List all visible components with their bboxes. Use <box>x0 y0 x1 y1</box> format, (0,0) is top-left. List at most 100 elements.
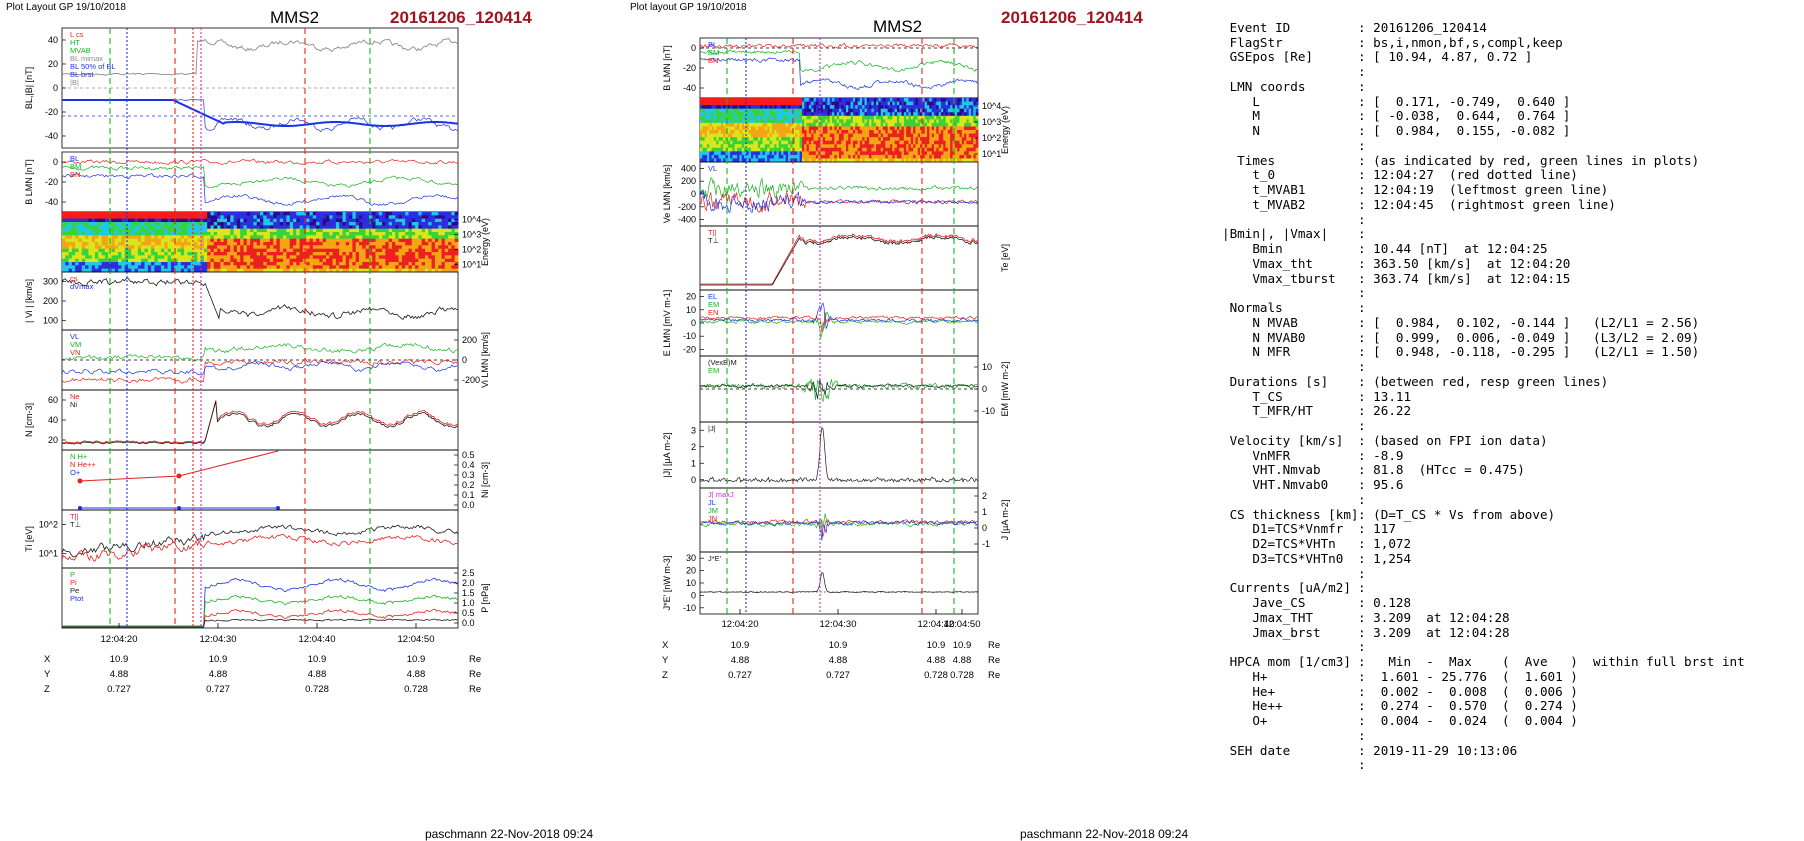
spectrogram-cell <box>783 119 787 124</box>
spectrogram-cell <box>841 115 845 120</box>
spectrogram-cell <box>855 144 859 149</box>
spectrogram-cell <box>887 98 891 103</box>
spectrogram-cell <box>62 238 66 243</box>
spectrogram-cell <box>210 228 215 233</box>
info-key: LMN coords <box>1222 78 1306 94</box>
spectrogram-cell <box>750 98 754 103</box>
spectrogram-cell <box>723 151 726 156</box>
spectrogram-cell <box>316 248 320 253</box>
spectrogram-cell <box>217 252 221 256</box>
series-bm <box>699 49 979 73</box>
spectrogram-cell <box>137 232 142 236</box>
spectrogram-cell <box>892 108 896 113</box>
y-tick-label: 2 <box>691 442 696 452</box>
spectrogram-cell <box>822 137 826 142</box>
spectrogram-cell <box>959 151 963 156</box>
spectrogram-cell <box>790 112 794 117</box>
spectrogram-cell <box>339 228 343 233</box>
info-row: T_MFR/HT: 26.22 <box>1222 403 1745 419</box>
spectrogram-cell <box>392 212 396 216</box>
spectrogram-cell <box>767 130 770 135</box>
spectrogram-cell <box>332 235 337 240</box>
spectrogram-cell <box>329 252 334 256</box>
spectrogram-cell <box>431 255 436 260</box>
spectrogram-cell <box>871 105 875 110</box>
spectrogram-cell <box>233 258 238 263</box>
spectrogram-cell <box>240 258 244 263</box>
spectrogram-cell <box>713 158 717 163</box>
info-row: Velocity [km/s]: (based on FPI ion data) <box>1222 433 1745 449</box>
spectrogram-cell <box>137 265 142 270</box>
spectrogram-cell <box>137 245 142 250</box>
spectrogram-cell <box>927 151 930 156</box>
spectrogram-cell <box>973 151 977 156</box>
spectrogram-cell <box>781 115 784 120</box>
spectrogram-cell <box>335 222 340 226</box>
spectrogram-cell <box>843 122 847 127</box>
spectrogram-cell <box>850 137 854 142</box>
spectrogram-cell <box>246 245 251 250</box>
spectrogram-cell <box>903 119 907 124</box>
spectrogram-cell <box>788 101 791 106</box>
info-row: Currents [uA/m2]: <box>1222 580 1745 596</box>
left-event-id: 20161206_120414 <box>390 8 532 27</box>
spectrogram-cell <box>788 147 791 152</box>
spectrogram-cell <box>755 151 759 156</box>
spectrogram-cell <box>732 112 736 117</box>
spectrogram-cell <box>233 215 238 220</box>
spectrogram-cell <box>737 98 740 103</box>
spectrogram-cell <box>210 245 215 250</box>
spectrogram-cell <box>392 222 396 226</box>
info-key: SEH date <box>1222 742 1291 758</box>
spectrogram-cell <box>415 252 419 256</box>
spectrogram-cell <box>388 225 393 230</box>
spectrogram-cell <box>388 255 393 260</box>
spectrogram-cell <box>757 122 761 127</box>
spectrogram-cell <box>813 151 817 156</box>
spectrogram-cell <box>104 248 109 253</box>
spectrogram-cell <box>448 222 452 226</box>
spectrogram-cell <box>936 119 940 124</box>
spectrogram-cell <box>144 265 149 270</box>
spectrogram-cell <box>220 218 225 223</box>
spectrogram-cell <box>408 268 413 273</box>
spectrogram-cell <box>806 133 810 138</box>
spectrogram-cell <box>451 245 456 250</box>
spectrogram-cell <box>279 238 284 243</box>
spectrogram-cell <box>203 242 208 246</box>
spectrogram-cell <box>415 225 419 230</box>
spectrogram-cell <box>950 147 954 152</box>
info-key: Vmax_tht <box>1222 255 1313 271</box>
spectrogram-cell <box>190 228 195 233</box>
spectrogram-cell <box>194 228 198 233</box>
spectrogram-cell <box>233 238 238 243</box>
spectrogram-cell <box>961 147 965 152</box>
legend-entry: VL <box>708 164 717 173</box>
series-tpar <box>700 233 979 285</box>
spectrogram-cell <box>887 112 891 117</box>
spectrogram-cell <box>378 265 383 270</box>
spectrogram-cell <box>395 215 400 220</box>
spectrogram-cell <box>834 122 838 127</box>
spectrogram-cell <box>388 245 393 250</box>
spectrogram-cell <box>421 245 426 250</box>
spectrogram-cell <box>316 255 320 260</box>
spectrogram-cell <box>147 252 152 256</box>
spectrogram-cell <box>843 140 847 145</box>
spectrogram-cell <box>781 119 784 124</box>
spectrogram-cell <box>154 218 159 223</box>
spectrogram-cell <box>299 238 304 243</box>
spectrogram-cell <box>764 137 768 142</box>
spectrogram-cell <box>111 252 116 256</box>
spectrogram-cell <box>233 265 238 270</box>
x-tick-label: 12:04:30 <box>200 634 237 645</box>
spectrogram-cell <box>794 122 798 127</box>
spectrogram-cell <box>783 108 787 113</box>
spectrogram-cell <box>177 235 182 240</box>
x-tick-label: 12:04:50 <box>398 634 435 645</box>
spectrogram-cell <box>785 137 789 142</box>
spectrogram-cell <box>200 265 205 270</box>
ephem-unit: Re <box>988 670 1000 681</box>
spectrogram-cell <box>65 262 70 266</box>
spectrogram-cell <box>866 130 870 135</box>
